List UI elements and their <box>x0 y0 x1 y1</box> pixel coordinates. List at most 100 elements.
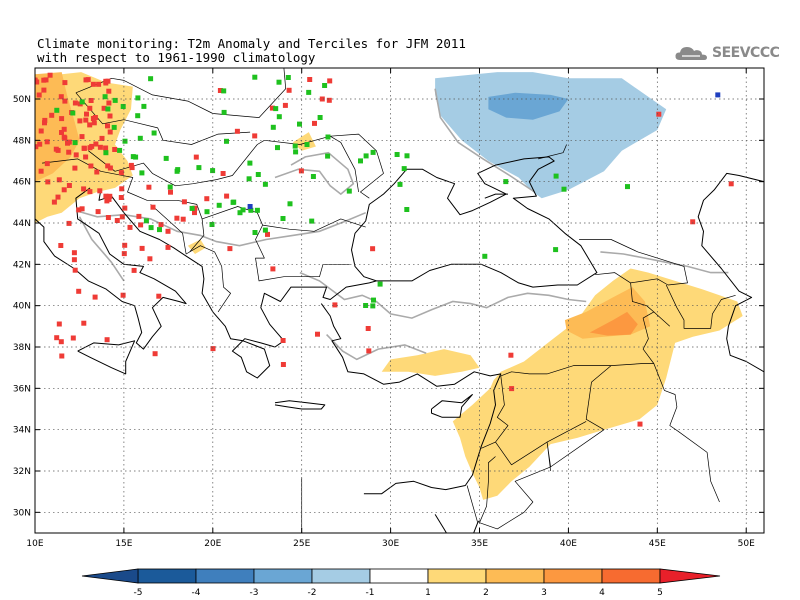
coastline <box>697 172 764 373</box>
station-normal <box>143 218 149 224</box>
station-above-normal <box>270 266 276 272</box>
station-above-normal <box>47 72 53 78</box>
colorbar-label: -3 <box>250 588 259 598</box>
station-above-normal <box>99 135 105 141</box>
station-normal <box>503 179 509 185</box>
station-above-normal <box>114 218 120 223</box>
station-above-normal <box>36 92 42 98</box>
station-normal <box>137 135 143 141</box>
coastline <box>434 514 480 533</box>
station-above-normal <box>44 139 50 145</box>
seevccc-logo: SEEVCCC <box>674 42 780 64</box>
station-above-normal <box>72 165 78 171</box>
station-above-normal <box>93 141 99 147</box>
station-above-normal <box>315 331 320 337</box>
station-normal <box>254 207 260 213</box>
station-above-normal <box>181 199 187 205</box>
station-normal <box>70 110 76 116</box>
station-normal <box>72 140 78 146</box>
station-normal <box>248 207 254 213</box>
station-normal <box>148 76 154 82</box>
station-above-normal <box>58 94 64 100</box>
station-above-normal <box>41 77 47 83</box>
station-above-normal <box>326 97 332 103</box>
station-above-normal <box>312 120 317 126</box>
station-above-normal <box>107 165 113 171</box>
station-above-normal <box>158 222 164 228</box>
logo-text: SEEVCCC <box>712 45 780 61</box>
station-above-normal <box>106 88 112 94</box>
station-above-normal <box>42 120 47 126</box>
station-above-normal <box>71 250 77 256</box>
station-above-normal <box>76 288 82 294</box>
station-above-normal <box>298 168 304 174</box>
station-above-normal <box>44 161 50 167</box>
station-above-normal <box>319 96 325 102</box>
station-normal <box>401 166 407 172</box>
colorbar-label: 1 <box>425 588 431 598</box>
station-normal <box>397 181 403 187</box>
station-normal <box>122 138 128 144</box>
station-above-normal <box>83 117 89 123</box>
station-normal <box>252 230 258 235</box>
station-above-normal <box>105 123 110 129</box>
station-above-normal <box>77 118 83 124</box>
station-above-normal <box>97 188 103 194</box>
anomaly-region <box>589 311 638 336</box>
station-normal <box>221 88 227 94</box>
coastline <box>77 340 136 375</box>
zero-contour <box>434 88 536 193</box>
station-normal <box>230 199 236 205</box>
station-normal <box>273 106 279 112</box>
station-above-normal <box>152 351 158 357</box>
station-above-normal <box>51 199 57 205</box>
zero-contour <box>600 251 729 274</box>
station-above-normal <box>37 141 43 147</box>
station-normal <box>216 202 222 208</box>
station-above-normal <box>107 193 113 199</box>
graticule <box>35 68 764 533</box>
country-border <box>665 284 736 329</box>
zero-contour <box>326 334 427 361</box>
lat-tick-label: 30N <box>13 508 31 518</box>
colorbar-label: -4 <box>192 588 201 598</box>
station-above-normal <box>65 140 70 146</box>
station-above-normal <box>365 326 371 331</box>
station-above-normal <box>81 145 87 151</box>
station-above-normal <box>55 194 61 200</box>
station-normal <box>270 124 276 130</box>
coastline <box>484 193 508 199</box>
zero-contour <box>75 209 367 247</box>
cloud-icon <box>675 47 707 60</box>
anomaly-region <box>452 268 743 500</box>
axis-ticks: 10E 15E 20E 25E 30E 35E 40E 45E 50E 30N 32N 34N 36N 3… <box>13 68 764 549</box>
station-above-normal <box>45 179 51 185</box>
station-above-normal <box>146 184 152 190</box>
station-above-normal <box>81 186 87 192</box>
station-normal <box>363 303 369 308</box>
station-above-normal <box>38 128 44 134</box>
station-above-normal <box>87 122 93 128</box>
colorbar-high-extend <box>659 568 721 584</box>
station-above-normal <box>101 105 107 111</box>
station-normal <box>54 107 60 113</box>
anomaly-region <box>381 349 480 376</box>
colorbar-bin <box>137 568 197 584</box>
station-above-normal <box>122 242 128 248</box>
station-above-normal <box>88 98 94 103</box>
station-normal <box>625 184 630 190</box>
station-normal <box>175 167 181 173</box>
station-above-normal <box>280 362 286 367</box>
station-above-normal <box>59 130 64 135</box>
coastline <box>320 303 502 495</box>
station-above-normal <box>83 154 89 160</box>
lon-tick-label: 45E <box>649 539 666 549</box>
country-border <box>653 363 720 503</box>
station-above-normal <box>138 222 144 228</box>
station-above-normal <box>192 210 197 216</box>
station-above-normal <box>56 321 62 327</box>
station-normal <box>103 150 109 156</box>
station-normal <box>141 103 147 109</box>
lat-tick-label: 38N <box>13 343 31 353</box>
